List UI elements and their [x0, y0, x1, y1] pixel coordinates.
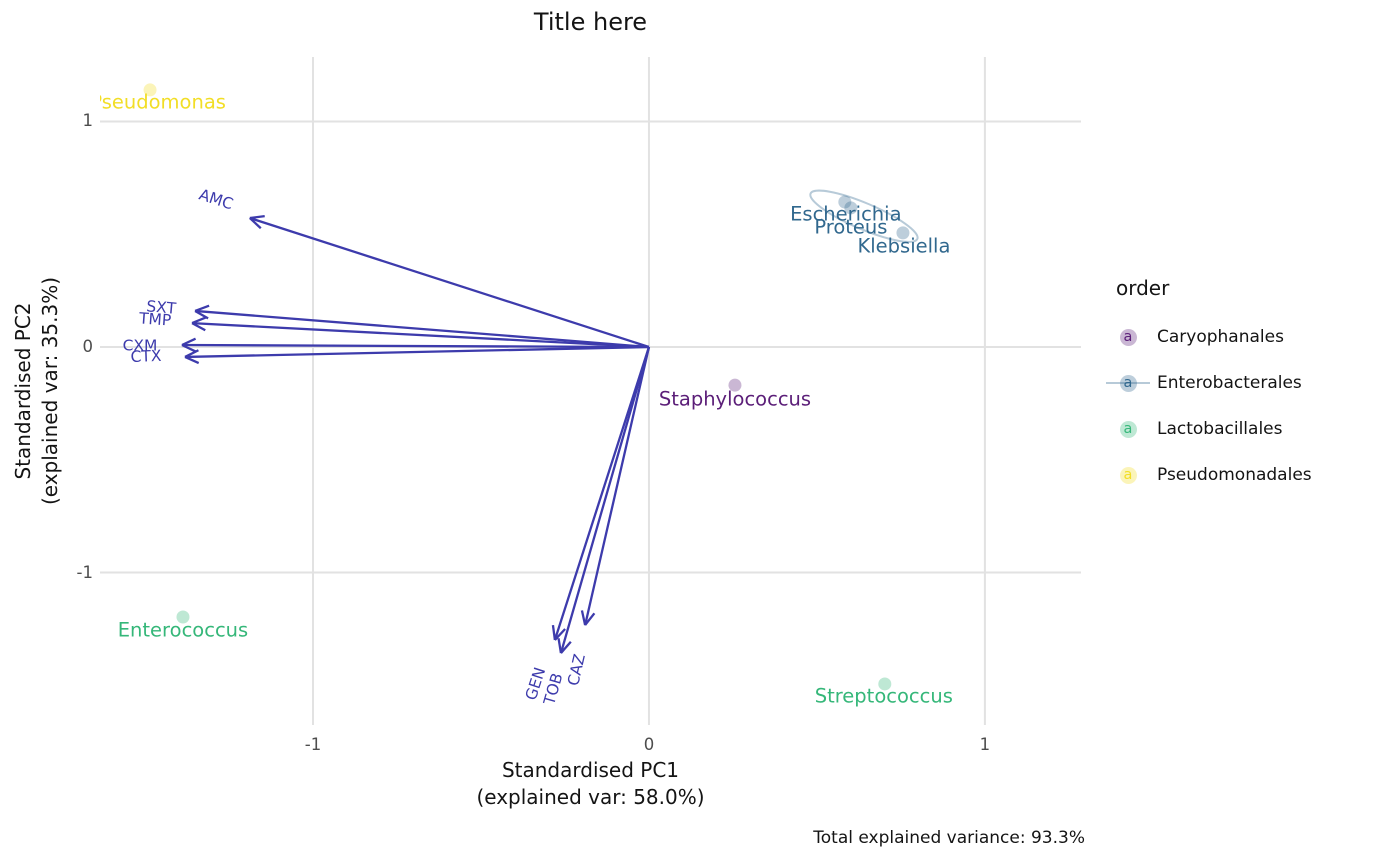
- x-axis-title-line1: Standardised PC1: [501, 758, 680, 782]
- loading-label: AMC: [197, 186, 236, 214]
- point-label: Staphylococcus: [659, 388, 811, 411]
- loading-arrowhead: [191, 316, 207, 325]
- loading-arrow: [194, 309, 650, 349]
- point-label: Streptococcus: [815, 685, 953, 708]
- y-axis-title-line1: Standardised PC2: [11, 302, 35, 480]
- loading-label: CTX: [130, 347, 162, 366]
- loading-arrow: [559, 346, 651, 654]
- legend-key-letter: a: [1123, 467, 1133, 483]
- point-label: Pseudomonas: [100, 91, 226, 114]
- loading-arrowhead: [551, 624, 557, 641]
- loading-arrowhead: [557, 638, 563, 654]
- loading-arrowhead: [194, 304, 210, 313]
- loading-arrowhead: [181, 337, 197, 347]
- legend-point: [1119, 374, 1137, 392]
- loading-arrow: [553, 346, 651, 641]
- legend-key: a: [1112, 413, 1144, 445]
- legend-point: [1119, 466, 1137, 484]
- x-tick-label: 1: [979, 735, 991, 754]
- legend-item: a Caryophanales: [1112, 314, 1397, 360]
- legend-item-label: Enterobacterales: [1157, 373, 1302, 393]
- loading-arrowhead: [184, 349, 199, 358]
- loading-label: TMP: [137, 309, 171, 329]
- legend-item: a Enterobacterales: [1106, 360, 1397, 406]
- legend-key-letter: a: [1123, 329, 1133, 345]
- point-label: Enterococcus: [118, 618, 248, 641]
- data-point: [728, 378, 742, 392]
- legend-key: a: [1106, 367, 1150, 399]
- legend-item: a Pseudomonadales: [1112, 452, 1397, 498]
- data-point: [176, 610, 190, 624]
- loading-arrow: [181, 343, 649, 349]
- caption: Total explained variance: 93.3%: [813, 828, 1085, 848]
- loading-arrowhead: [181, 343, 197, 353]
- data-point: [878, 677, 892, 691]
- loading-arrowhead: [554, 628, 566, 641]
- loading-arrow: [249, 216, 650, 349]
- y-tick-label: 0: [82, 337, 94, 357]
- loading-arrow: [184, 345, 649, 359]
- legend-item-label: Caryophanales: [1157, 327, 1284, 347]
- x-axis-title: Standardised PC1 (explained var: 58.0%): [100, 757, 1081, 810]
- legend-key-letter: a: [1123, 421, 1133, 437]
- point-label: Escherichia: [790, 203, 901, 226]
- point-label: Klebsiella: [857, 235, 950, 258]
- data-point: [838, 195, 852, 209]
- loading-arrowhead: [560, 641, 572, 654]
- x-axis-title-line2: (explained var: 58.0%): [476, 784, 705, 809]
- legend-key-letter: a: [1123, 375, 1133, 391]
- legend-point: [1119, 420, 1137, 438]
- loading-arrowhead: [194, 309, 209, 320]
- chart-title: Title here: [533, 8, 648, 36]
- y-tick-label: -1: [76, 562, 93, 582]
- legend: order a Caryophanales a Enterobacterales a La…: [1106, 276, 1397, 498]
- x-tick-label: 0: [643, 735, 655, 754]
- data-point: [143, 83, 157, 97]
- legend-item: a Lactobacillales: [1112, 406, 1397, 452]
- loading-label: SXT: [146, 297, 178, 318]
- legend-key: a: [1112, 459, 1144, 491]
- loading-arrowhead: [580, 610, 587, 626]
- legend-title: order: [1116, 276, 1170, 300]
- loading-label: CAZ: [564, 652, 589, 687]
- plot-svg: AMCSXTTMPCXMCTXGENTOBCAZPseudomonasEsche…: [100, 57, 1081, 725]
- loading-label: CXM: [123, 337, 158, 355]
- legend-item-label: Pseudomonadales: [1157, 465, 1312, 485]
- loading-arrow: [584, 346, 651, 626]
- loading-arrowhead: [249, 214, 265, 220]
- loading-arrow: [191, 321, 650, 349]
- plot-panel: AMC SXT TMP CXM CTX GEN TOB CAZ Pseudomonas Esche…: [100, 57, 1081, 725]
- legend-items: a Caryophanales a Enterobacterales a Lactobac…: [1106, 314, 1397, 498]
- confidence-ellipse: [809, 189, 919, 243]
- loading-arrowhead: [249, 217, 262, 230]
- point-label: Proteus: [814, 215, 887, 238]
- data-point: [844, 201, 858, 215]
- legend-item-label: Lactobacillales: [1157, 419, 1283, 439]
- legend-ellipse-line: [1106, 381, 1150, 385]
- data-point: [896, 226, 910, 240]
- loading-arrowhead: [191, 322, 206, 332]
- y-axis-title: Standardised PC2 (explained var: 35.3%): [10, 277, 64, 505]
- loading-arrowhead: [184, 355, 200, 365]
- y-tick-label: 1: [82, 111, 94, 131]
- legend-point: [1119, 328, 1137, 346]
- legend-key: a: [1112, 321, 1144, 353]
- loading-arrowhead: [584, 612, 596, 626]
- x-tick-label: -1: [304, 735, 322, 754]
- y-axis-title-line2: (explained var: 35.3%): [38, 276, 62, 506]
